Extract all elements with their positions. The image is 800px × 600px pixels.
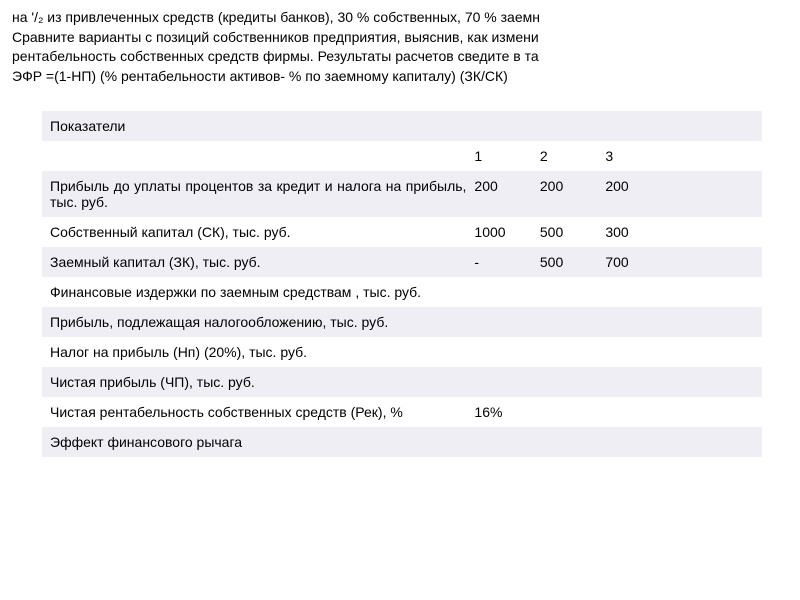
cell-value xyxy=(470,277,535,307)
table-row: Чистая рентабельность собственных средст… xyxy=(42,397,762,427)
cell-value xyxy=(601,277,666,307)
row-label: Заемный капитал (ЗК), тыс. руб. xyxy=(42,247,470,277)
cell-value: 300 xyxy=(601,217,666,247)
col-num-2: 2 xyxy=(536,141,601,171)
cell-value xyxy=(601,337,666,367)
col-num-empty xyxy=(667,141,762,171)
table-header-row: Показатели xyxy=(42,111,762,141)
table-row: Прибыль, подлежащая налогообложению, тыс… xyxy=(42,307,762,337)
intro-paragraph: на '/₂ из привлеченных средств (кредиты … xyxy=(12,8,788,86)
cell-value xyxy=(470,337,535,367)
cell-value xyxy=(536,397,601,427)
cell-value xyxy=(536,307,601,337)
cell-value xyxy=(470,307,535,337)
header-empty-2 xyxy=(536,111,601,141)
cell-value: 16% xyxy=(470,397,535,427)
row-label: Чистая рентабельность собственных средст… xyxy=(42,397,470,427)
row-label: Финансовые издержки по заемным средствам… xyxy=(42,277,470,307)
intro-line-2: Сравните варианты с позиций собственнико… xyxy=(12,29,539,45)
cell-value: 1000 xyxy=(470,217,535,247)
header-empty-3 xyxy=(601,111,666,141)
cell-value xyxy=(536,337,601,367)
cell-value xyxy=(601,307,666,337)
cell-value xyxy=(601,367,666,397)
cell-value xyxy=(470,367,535,397)
financial-table-wrapper: Показатели 1 2 3 Прибыль до уплаты проце… xyxy=(42,111,788,457)
table-row: Собственный капитал (СК), тыс. руб. 1000… xyxy=(42,217,762,247)
header-label: Показатели xyxy=(42,111,470,141)
cell-value xyxy=(601,427,666,457)
table-numbers-row: 1 2 3 xyxy=(42,141,762,171)
row-label: Собственный капитал (СК), тыс. руб. xyxy=(42,217,470,247)
header-empty-1 xyxy=(470,111,535,141)
col-num-3: 3 xyxy=(601,141,666,171)
cell-value xyxy=(536,427,601,457)
cell-value: 200 xyxy=(470,171,535,217)
header-empty-4 xyxy=(667,111,762,141)
intro-line-1: на '/₂ из привлеченных средств (кредиты … xyxy=(12,9,540,25)
table-row: Финансовые издержки по заемным средствам… xyxy=(42,277,762,307)
row-label: Прибыль, подлежащая налогообложению, тыс… xyxy=(42,307,470,337)
financial-table: Показатели 1 2 3 Прибыль до уплаты проце… xyxy=(42,111,762,457)
row-label: Прибыль до уплаты процентов за кредит и … xyxy=(42,171,470,217)
table-row: Налог на прибыль (Нп) (20%), тыс. руб. xyxy=(42,337,762,367)
numbers-label xyxy=(42,141,470,171)
cell-value xyxy=(536,277,601,307)
cell-value: 200 xyxy=(601,171,666,217)
cell-empty xyxy=(667,307,762,337)
row-label: Чистая прибыль (ЧП), тыс. руб. xyxy=(42,367,470,397)
row-label: Эффект финансового рычага xyxy=(42,427,470,457)
cell-empty xyxy=(667,367,762,397)
cell-value xyxy=(536,367,601,397)
cell-empty xyxy=(667,337,762,367)
table-row: Чистая прибыль (ЧП), тыс. руб. xyxy=(42,367,762,397)
col-num-1: 1 xyxy=(470,141,535,171)
cell-empty xyxy=(667,397,762,427)
table-row: Эффект финансового рычага xyxy=(42,427,762,457)
cell-value xyxy=(470,427,535,457)
cell-value: 500 xyxy=(536,247,601,277)
cell-empty xyxy=(667,247,762,277)
cell-empty xyxy=(667,427,762,457)
intro-line-3: рентабельность собственных средств фирмы… xyxy=(12,48,539,64)
row-label: Налог на прибыль (Нп) (20%), тыс. руб. xyxy=(42,337,470,367)
table-row: Заемный капитал (ЗК), тыс. руб. - 500 70… xyxy=(42,247,762,277)
table-row: Прибыль до уплаты процентов за кредит и … xyxy=(42,171,762,217)
cell-value: 200 xyxy=(536,171,601,217)
cell-empty xyxy=(667,277,762,307)
cell-empty xyxy=(667,217,762,247)
intro-line-4: ЭФР =(1-НП) (% рентабельности активов- %… xyxy=(12,68,508,84)
cell-value: - xyxy=(470,247,535,277)
cell-value: 700 xyxy=(601,247,666,277)
cell-value: 500 xyxy=(536,217,601,247)
cell-empty xyxy=(667,171,762,217)
cell-value xyxy=(601,397,666,427)
